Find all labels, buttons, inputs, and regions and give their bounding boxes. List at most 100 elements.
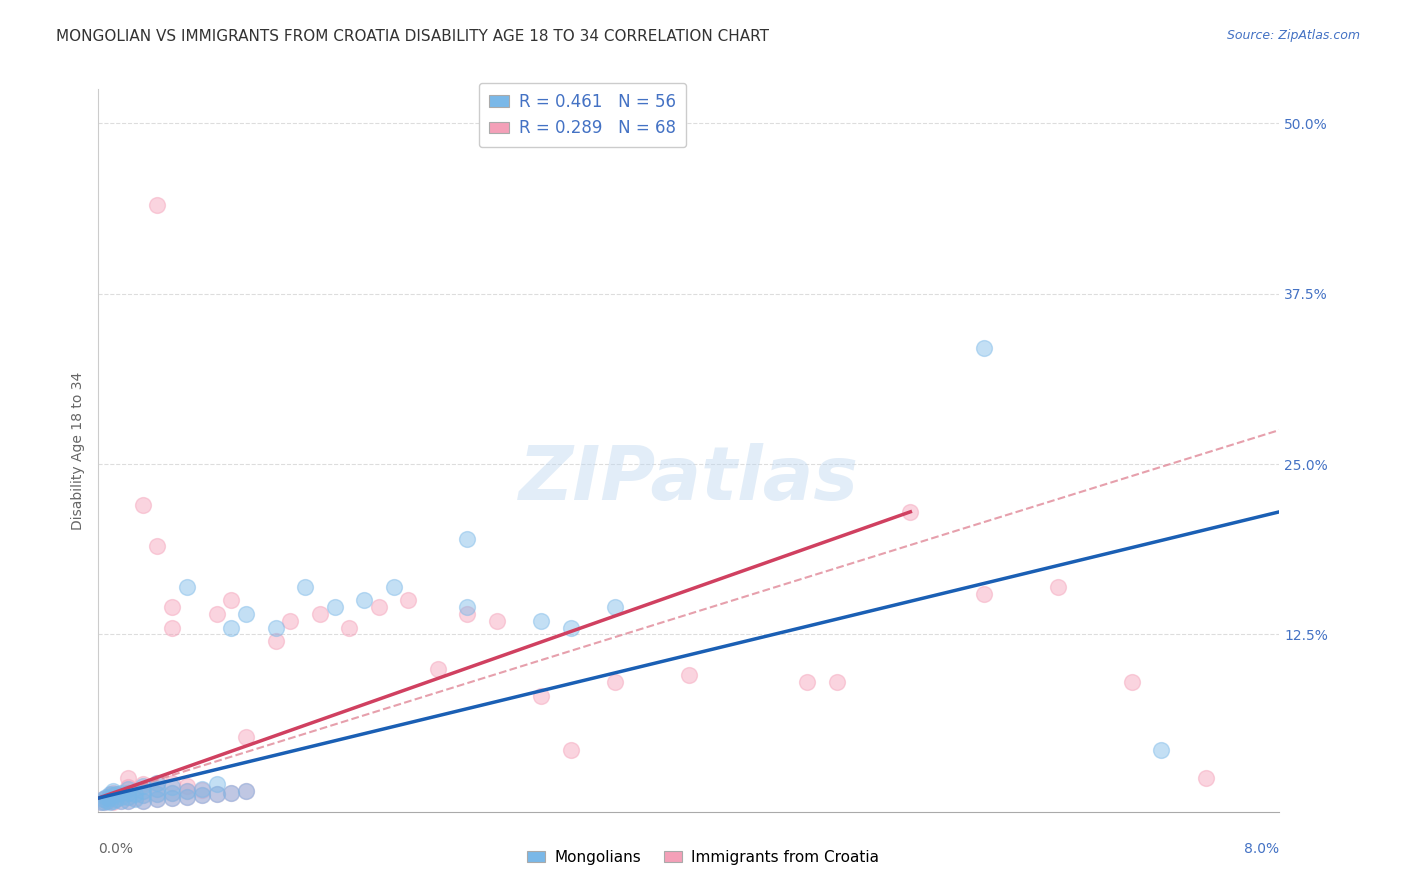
- Point: [103, 789, 125, 804]
- Point: [105, 792, 128, 806]
- Point: [176, 580, 198, 594]
- Point: [264, 634, 287, 648]
- Point: [98, 789, 121, 803]
- Point: [132, 794, 155, 808]
- Point: [132, 779, 155, 793]
- Point: [94, 789, 117, 804]
- Point: [221, 621, 243, 635]
- Point: [176, 784, 198, 798]
- Point: [103, 784, 125, 798]
- Point: [132, 777, 155, 791]
- Text: ZIPatlas: ZIPatlas: [519, 442, 859, 516]
- Point: [132, 784, 155, 798]
- Y-axis label: Disability Age 18 to 34: Disability Age 18 to 34: [72, 371, 86, 530]
- Point: [191, 783, 214, 797]
- Point: [110, 789, 132, 804]
- Legend: Mongolians, Immigrants from Croatia: Mongolians, Immigrants from Croatia: [520, 844, 886, 871]
- Point: [162, 600, 183, 615]
- Point: [91, 792, 114, 806]
- Point: [162, 786, 183, 800]
- Point: [176, 779, 198, 793]
- Point: [973, 586, 995, 600]
- Point: [132, 789, 155, 803]
- Point: [162, 776, 183, 790]
- Point: [117, 781, 139, 796]
- Point: [176, 789, 198, 804]
- Point: [93, 795, 115, 809]
- Point: [900, 505, 922, 519]
- Point: [191, 789, 214, 803]
- Point: [96, 794, 118, 808]
- Point: [176, 784, 198, 798]
- Point: [221, 786, 243, 800]
- Point: [117, 794, 139, 808]
- Point: [339, 621, 361, 635]
- Point: [309, 607, 332, 621]
- Point: [90, 795, 112, 809]
- Point: [973, 341, 995, 355]
- Point: [162, 780, 183, 794]
- Point: [93, 795, 115, 809]
- Point: [1046, 580, 1070, 594]
- Point: [146, 776, 169, 790]
- Point: [124, 787, 146, 801]
- Point: [205, 607, 228, 621]
- Point: [132, 789, 155, 803]
- Point: [110, 794, 132, 808]
- Point: [1150, 743, 1173, 757]
- Point: [117, 780, 139, 794]
- Point: [235, 730, 257, 744]
- Point: [176, 789, 198, 804]
- Point: [796, 675, 818, 690]
- Point: [605, 675, 627, 690]
- Point: [97, 791, 120, 805]
- Point: [97, 792, 120, 806]
- Point: [98, 794, 121, 808]
- Text: Source: ZipAtlas.com: Source: ZipAtlas.com: [1226, 29, 1360, 42]
- Point: [146, 781, 169, 796]
- Point: [235, 784, 257, 798]
- Point: [486, 614, 509, 628]
- Point: [96, 794, 118, 808]
- Point: [235, 784, 257, 798]
- Point: [191, 789, 214, 803]
- Text: 0.0%: 0.0%: [98, 842, 134, 855]
- Point: [560, 621, 582, 635]
- Point: [457, 600, 479, 615]
- Point: [398, 593, 420, 607]
- Point: [264, 621, 287, 635]
- Point: [103, 786, 125, 800]
- Point: [117, 789, 139, 804]
- Point: [530, 614, 553, 628]
- Point: [146, 792, 169, 806]
- Point: [294, 580, 316, 594]
- Point: [162, 791, 183, 805]
- Point: [117, 786, 139, 800]
- Text: MONGOLIAN VS IMMIGRANTS FROM CROATIA DISABILITY AGE 18 TO 34 CORRELATION CHART: MONGOLIAN VS IMMIGRANTS FROM CROATIA DIS…: [56, 29, 769, 44]
- Legend: R = 0.461   N = 56, R = 0.289   N = 68: R = 0.461 N = 56, R = 0.289 N = 68: [479, 83, 686, 147]
- Point: [678, 668, 700, 682]
- Point: [94, 791, 117, 805]
- Point: [323, 600, 346, 615]
- Point: [105, 787, 128, 801]
- Point: [117, 771, 139, 785]
- Point: [110, 789, 132, 803]
- Point: [103, 794, 125, 808]
- Text: 8.0%: 8.0%: [1244, 842, 1279, 855]
- Point: [105, 787, 128, 801]
- Point: [353, 593, 375, 607]
- Point: [146, 781, 169, 796]
- Point: [457, 607, 479, 621]
- Point: [162, 791, 183, 805]
- Point: [117, 794, 139, 808]
- Point: [280, 614, 302, 628]
- Point: [146, 787, 169, 801]
- Point: [98, 787, 121, 801]
- Point: [117, 789, 139, 804]
- Point: [1121, 675, 1143, 690]
- Point: [98, 795, 121, 809]
- Point: [105, 792, 128, 806]
- Point: [103, 795, 125, 809]
- Point: [221, 786, 243, 800]
- Point: [117, 786, 139, 800]
